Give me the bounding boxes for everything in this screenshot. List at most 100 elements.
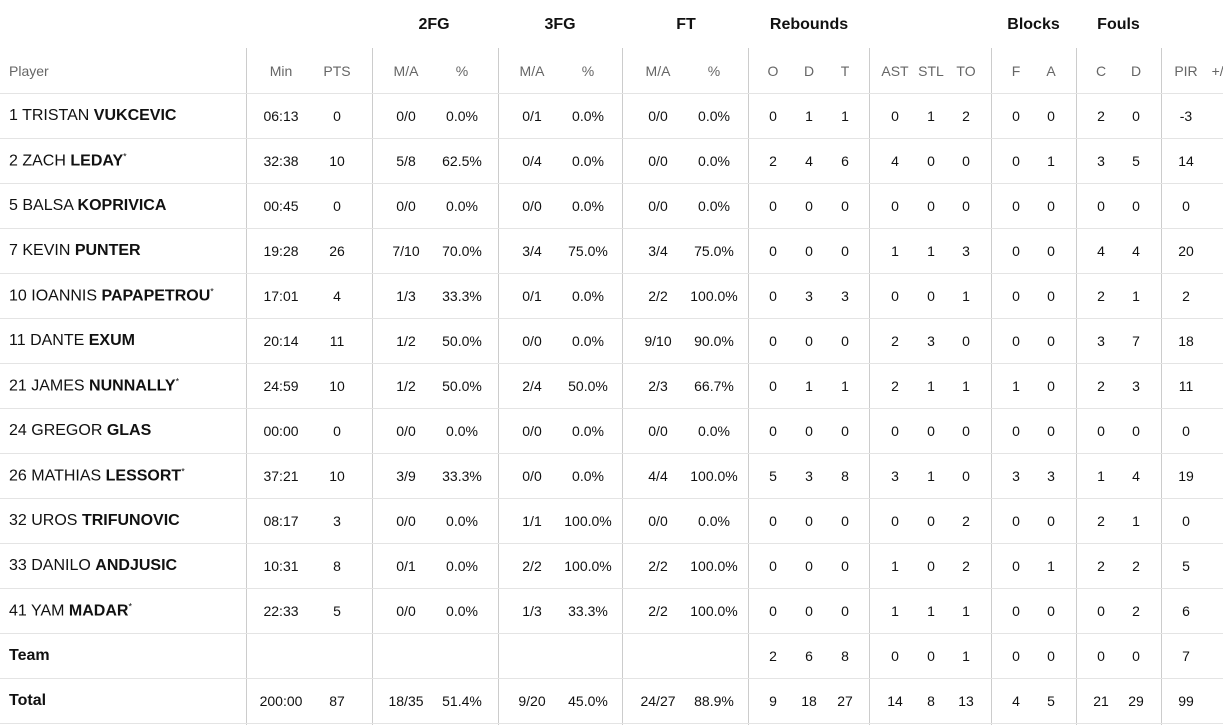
stat-cell: 0 — [1012, 333, 1020, 349]
player-name: 7 KEVIN PUNTER — [9, 242, 141, 260]
player-number: 10 — [9, 287, 27, 305]
stat-cell: 0 — [1047, 288, 1055, 304]
player-last-name: ANDJUSIC — [95, 557, 178, 574]
stat-cell: 11 — [329, 333, 345, 349]
row-label: Total — [9, 692, 47, 709]
stat-cell: 2 — [1132, 558, 1140, 574]
column-header: D — [1130, 63, 1142, 79]
stat-cell: 0/1 — [522, 108, 542, 124]
player-number: 21 — [9, 377, 27, 395]
group-header: 2FG — [418, 16, 450, 33]
stat-cell: 3 — [1097, 333, 1105, 349]
row-divider — [0, 138, 1223, 139]
stat-cell: 0 — [1012, 558, 1020, 574]
stat-cell: 0 — [891, 288, 899, 304]
column-divider — [1161, 48, 1162, 725]
stat-cell: 0 — [333, 108, 341, 124]
player-last-name: VUKCEVIC — [93, 107, 177, 124]
stat-cell: 0 — [805, 198, 813, 214]
stat-cell: 3 — [333, 513, 341, 529]
stat-cell: 1 — [1132, 513, 1140, 529]
row-label: Team — [9, 647, 50, 664]
stat-cell: 20 — [1178, 243, 1194, 259]
row-divider — [0, 543, 1223, 544]
stat-cell: 4 — [333, 288, 341, 304]
stat-cell: 0 — [891, 648, 899, 664]
player-last-name: KOPRIVICA — [77, 197, 167, 214]
stat-cell: 0 — [769, 243, 777, 259]
stat-cell: 100.0% — [564, 558, 612, 574]
stat-cell: 1 — [927, 603, 935, 619]
column-divider — [869, 48, 870, 725]
starter-mark: * — [210, 286, 214, 297]
stat-cell: 50.0% — [442, 333, 482, 349]
stat-cell: 3 — [962, 243, 970, 259]
stat-cell: 10 — [329, 378, 345, 394]
stat-cell: 4 — [1097, 243, 1105, 259]
stat-cell: 0 — [1012, 513, 1020, 529]
player-name: 1 TRISTAN VUKCEVIC — [9, 107, 176, 125]
stat-cell: 0 — [891, 513, 899, 529]
column-header: % — [707, 63, 721, 79]
stat-cell: 0.0% — [698, 108, 730, 124]
player-last-name: MADAR — [68, 602, 129, 620]
column-divider — [748, 48, 749, 725]
stat-cell: 2 — [1097, 108, 1105, 124]
stat-cell: 0 — [769, 333, 777, 349]
stat-cell: 10:31 — [263, 558, 299, 574]
stat-cell: 0.0% — [572, 153, 604, 169]
stat-cell: 0 — [962, 333, 970, 349]
stat-cell: 3/4 — [648, 243, 668, 259]
stat-cell: 2 — [891, 378, 899, 394]
stat-cell: 0 — [927, 648, 935, 664]
column-header: Min — [269, 63, 293, 79]
stat-cell: 1/2 — [396, 378, 416, 394]
stat-cell: 70.0% — [442, 243, 482, 259]
stat-cell: 0/0 — [522, 333, 542, 349]
stat-cell: 0 — [841, 333, 849, 349]
stat-cell: 0 — [841, 513, 849, 529]
stat-cell: 0 — [1047, 378, 1055, 394]
stat-cell: 100.0% — [564, 513, 612, 529]
stat-cell: 0 — [1132, 108, 1140, 124]
stat-cell: 1 — [891, 603, 899, 619]
stat-cell: 22:33 — [263, 603, 299, 619]
stat-cell: 0/1 — [522, 288, 542, 304]
stat-cell: 5 — [1132, 153, 1140, 169]
row-divider — [0, 498, 1223, 499]
stat-cell: 4 — [1132, 468, 1140, 484]
column-divider — [372, 48, 373, 725]
stat-cell: 1 — [927, 378, 935, 394]
column-header: Player — [9, 63, 49, 79]
player-number: 2 — [9, 152, 18, 170]
player-last-name: PAPAPETROU — [101, 287, 211, 305]
stat-cell: 0/4 — [522, 153, 542, 169]
column-header: M/A — [393, 63, 419, 79]
stat-cell: 0 — [769, 558, 777, 574]
stat-cell: 0 — [1132, 198, 1140, 214]
stat-cell: 100.0% — [690, 468, 738, 484]
stat-cell: 2 — [1097, 378, 1105, 394]
stat-cell: 33.3% — [568, 603, 608, 619]
stat-cell: 2/2 — [648, 558, 668, 574]
stat-cell: 0 — [1047, 423, 1055, 439]
stat-cell: 0 — [1182, 513, 1190, 529]
stat-cell: 10 — [329, 468, 345, 484]
stat-cell: 50.0% — [442, 378, 482, 394]
player-first-name: ZACH — [22, 152, 66, 170]
stat-cell: 0 — [1097, 198, 1105, 214]
stat-cell: 0 — [805, 333, 813, 349]
stat-cell: 1 — [1012, 378, 1020, 394]
stat-cell: 1/3 — [522, 603, 542, 619]
stat-cell: 66.7% — [694, 378, 734, 394]
player-first-name: DANILO — [31, 557, 91, 574]
column-divider — [1076, 48, 1077, 725]
stat-cell: 0/0 — [396, 423, 416, 439]
stat-cell: 20:14 — [263, 333, 299, 349]
stat-cell: 0.0% — [572, 288, 604, 304]
stat-cell: 0 — [841, 198, 849, 214]
stat-cell: 18 — [801, 693, 817, 709]
player-name: 11 DANTE EXUM — [9, 332, 135, 350]
player-name: 26 MATHIAS LESSORT* — [9, 467, 185, 486]
stat-cell: 0/0 — [396, 513, 416, 529]
